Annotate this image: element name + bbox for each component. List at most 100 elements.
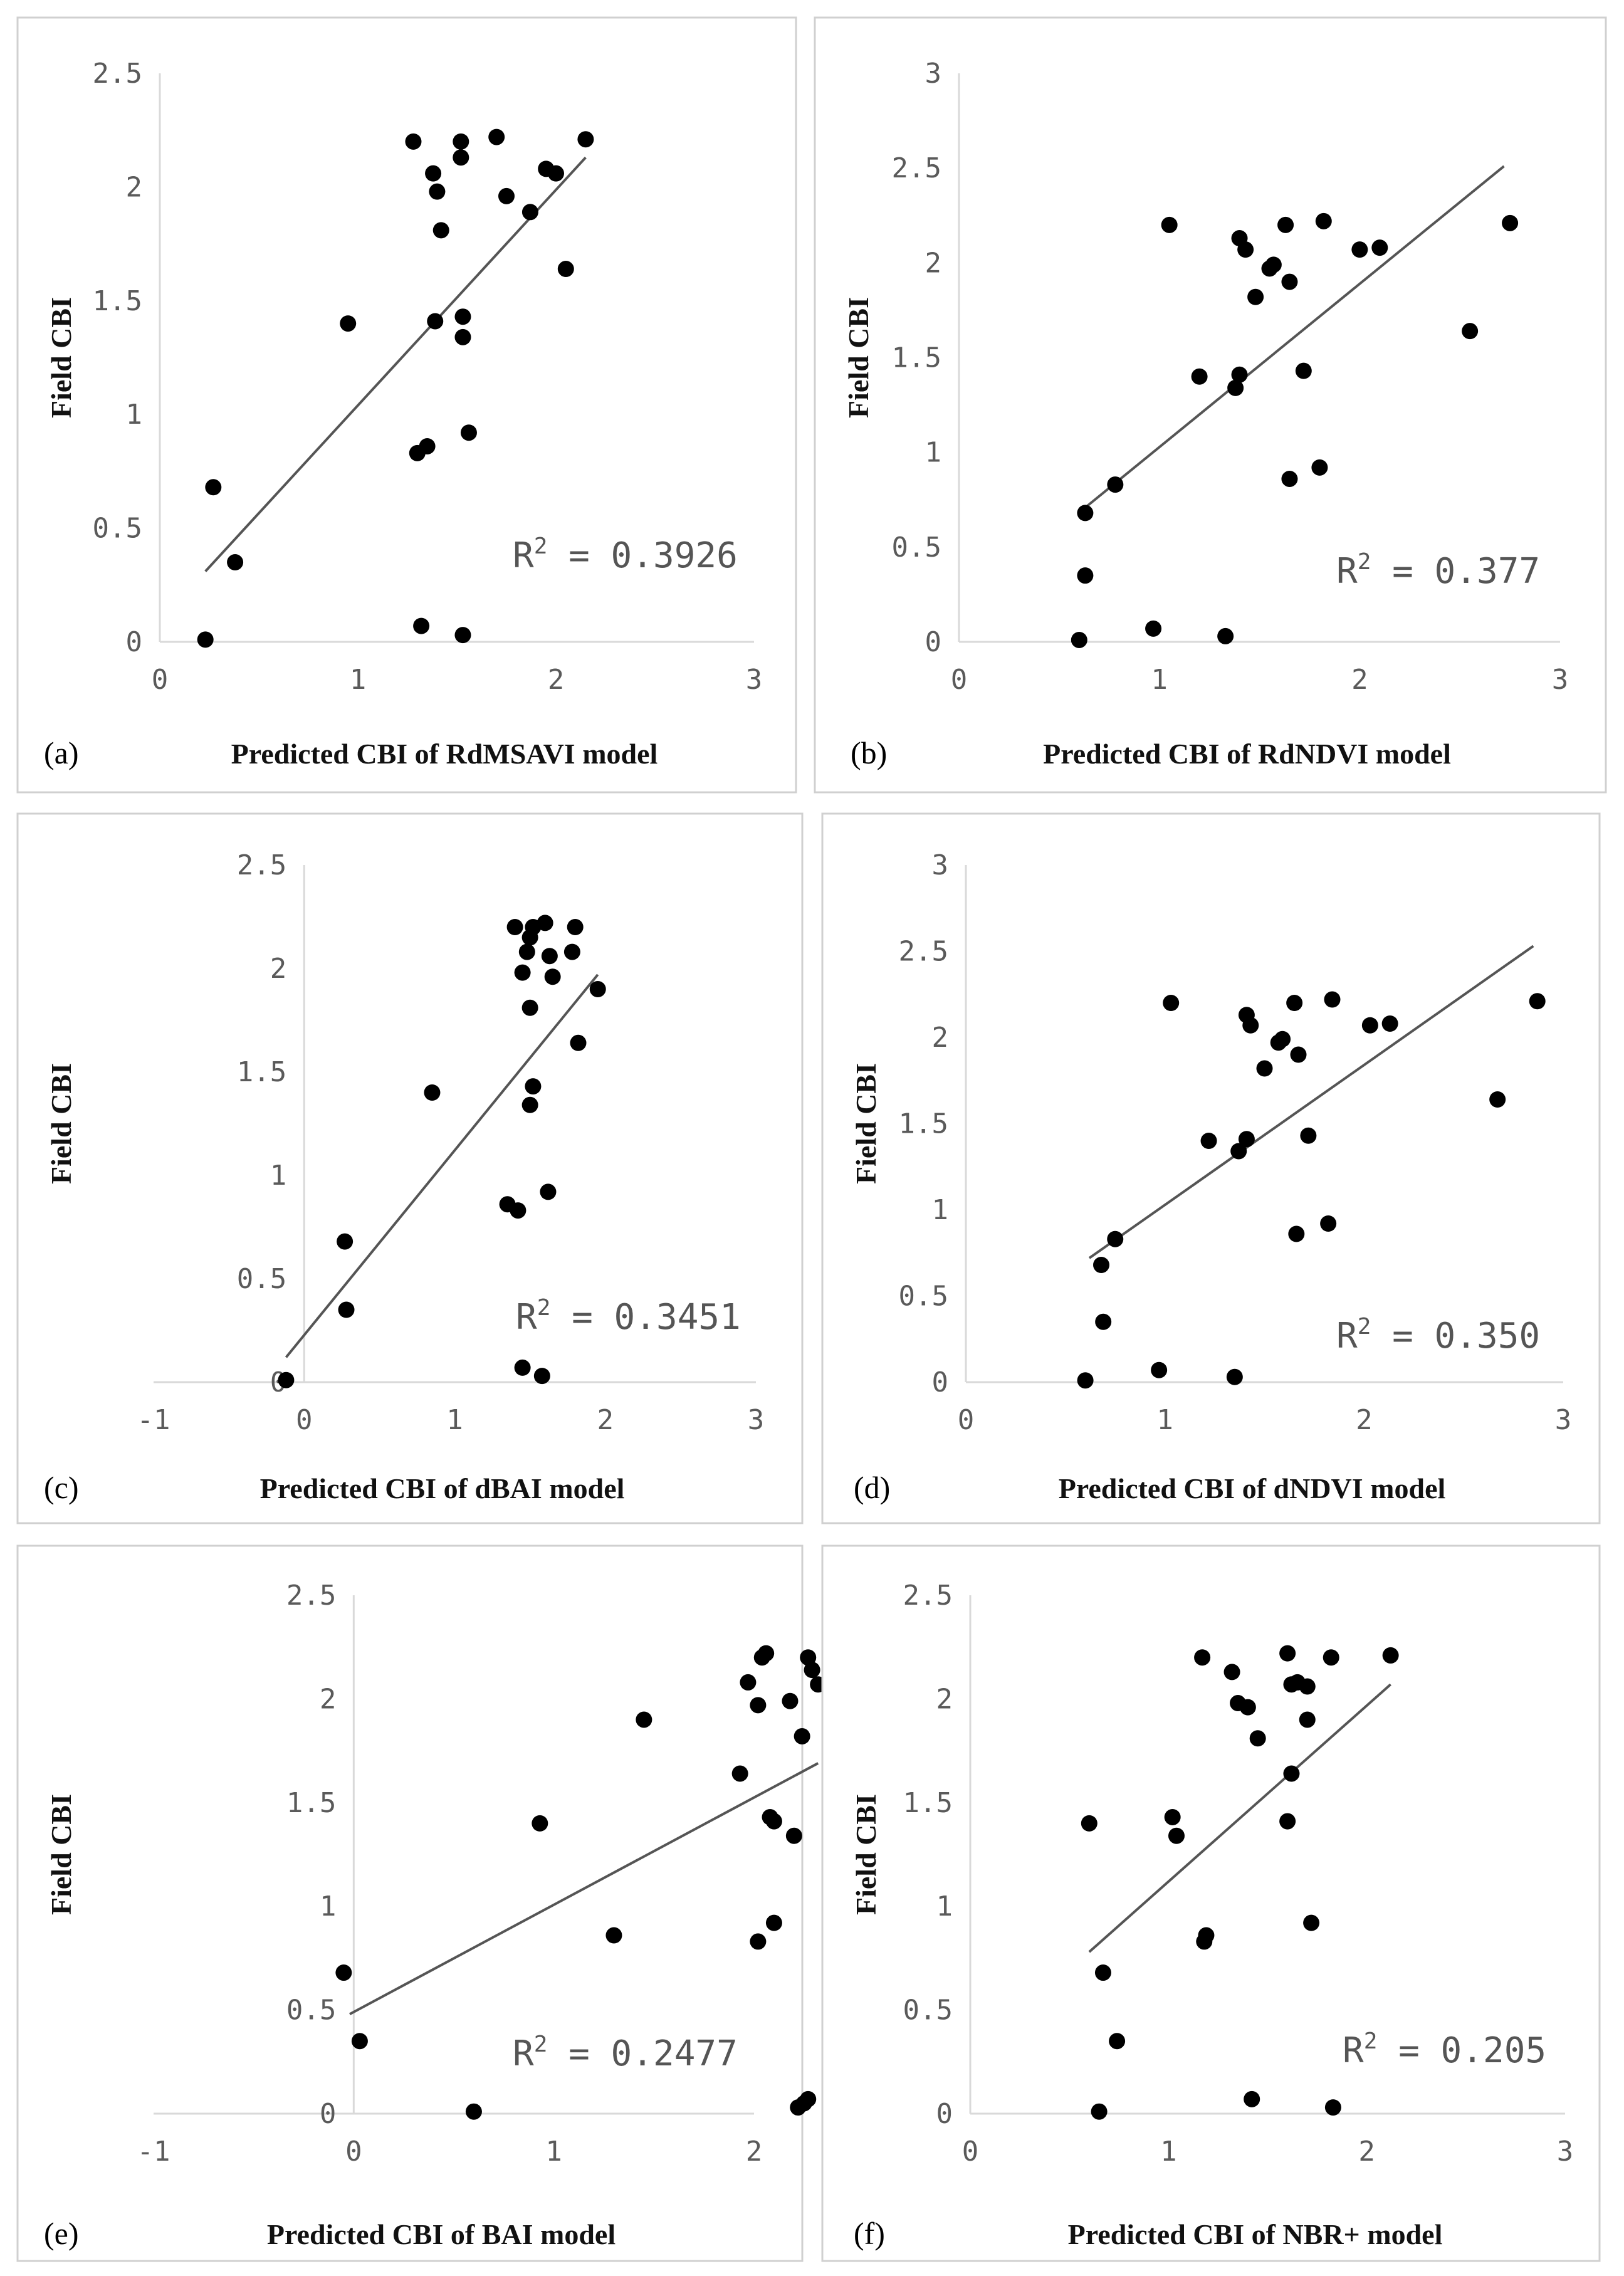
r-squared-label: R2 = 0.350 <box>1336 1314 1540 1356</box>
r-squared-letter: R <box>513 535 534 576</box>
data-point <box>1168 1827 1185 1844</box>
r-squared-superscript: 2 <box>534 533 548 559</box>
x-tick-label: 0 <box>345 2136 362 2168</box>
data-point <box>197 631 214 648</box>
panel-frame <box>16 1544 804 2262</box>
data-point <box>1191 368 1208 385</box>
data-point <box>540 1183 557 1200</box>
x-tick-label: 1 <box>1151 664 1168 696</box>
panel-b: 0 1 2 3 0 0.5 1 1.5 2 2.5 3 Field CBI Predicted CBI … <box>814 16 1607 794</box>
x-axis-title: Predicted CBI of BAI model <box>267 2218 616 2250</box>
r-squared-superscript: 2 <box>1364 2028 1378 2054</box>
panel-a: 0 1 2 3 0 0.5 1 1.5 2 2.5 Field CBI Predicted CBI o… <box>16 16 797 794</box>
data-point <box>1107 476 1124 493</box>
data-point <box>1462 323 1479 340</box>
r-squared-letter: R <box>516 1297 537 1338</box>
x-tick-label: 3 <box>1557 2136 1574 2168</box>
trendline <box>285 973 599 1358</box>
y-tick-label: 1 <box>320 1891 337 1922</box>
x-tick-label: 0 <box>296 1404 313 1436</box>
data-point <box>432 222 449 239</box>
x-tick-label: -1 <box>137 2136 170 2168</box>
x-tick-label: 1 <box>545 2136 562 2168</box>
x-tick-label: 0 <box>962 2136 979 2168</box>
trendline <box>349 1762 819 2015</box>
data-point <box>510 1202 526 1219</box>
data-point <box>1077 505 1094 522</box>
x-tick-label: 1 <box>350 664 367 696</box>
data-point <box>1093 1257 1110 1273</box>
y-tick-label: 0 <box>925 626 942 658</box>
data-point <box>405 133 422 150</box>
data-point <box>548 165 564 182</box>
data-point <box>1109 2033 1126 2050</box>
r-squared-value: = 0.3926 <box>547 535 737 576</box>
data-point <box>1077 567 1094 584</box>
x-tick-label: 3 <box>1555 1404 1572 1436</box>
data-point <box>1265 256 1282 273</box>
x-tick-label: 2 <box>597 1404 614 1436</box>
data-point <box>1300 1127 1317 1144</box>
x-axis-title: Predicted CBI of RdNDVI model <box>1043 738 1451 770</box>
trendline <box>1088 945 1534 1259</box>
y-tick-label: 2 <box>126 171 143 203</box>
data-point <box>521 999 538 1016</box>
data-point <box>518 943 535 960</box>
data-point <box>1324 991 1341 1008</box>
y-tick-label: 2.5 <box>286 1580 336 1612</box>
r-squared-label: R2 = 0.3451 <box>516 1295 741 1338</box>
data-point <box>589 981 606 997</box>
data-point <box>514 964 531 981</box>
r-squared-label: R2 = 0.377 <box>1336 549 1540 592</box>
data-point <box>1217 627 1234 644</box>
data-point <box>521 204 538 221</box>
y-tick-label: 1 <box>932 1194 949 1226</box>
data-point <box>498 187 515 204</box>
data-point <box>454 627 471 644</box>
r-squared-letter: R <box>1336 1316 1358 1356</box>
data-point <box>1237 241 1254 258</box>
x-tick-label: 2 <box>548 664 565 696</box>
data-point <box>532 1815 548 1832</box>
data-point <box>1231 366 1248 383</box>
data-point <box>340 315 357 332</box>
x-tick-label: 0 <box>958 1404 975 1436</box>
x-tick-label: 2 <box>746 2136 763 2168</box>
y-tick-label: 0 <box>126 626 143 658</box>
y-tick-label: 1 <box>126 399 143 431</box>
x-tick-label: 0 <box>951 664 968 696</box>
data-point <box>1256 1060 1273 1077</box>
x-tick-label: 1 <box>1156 1404 1173 1436</box>
y-tick-label: 3 <box>925 58 942 90</box>
r-squared-value: = 0.2477 <box>547 2033 737 2074</box>
data-point <box>1299 1711 1316 1728</box>
data-point <box>1277 216 1294 233</box>
data-point <box>1281 470 1298 487</box>
y-tick-label: 2.5 <box>93 58 142 90</box>
x-tick-label: 1 <box>1160 2136 1177 2168</box>
y-tick-label: 0 <box>936 2098 953 2130</box>
trendline <box>204 156 587 572</box>
x-axis-title: Predicted CBI of RdMSAVI model <box>231 738 658 770</box>
r-squared-value: = 0.377 <box>1371 551 1540 592</box>
r-squared-superscript: 2 <box>1358 549 1371 575</box>
x-tick-label: -1 <box>137 1404 170 1436</box>
panel-label: (a) <box>44 735 79 770</box>
r-squared-letter: R <box>1343 2030 1364 2071</box>
data-point <box>1311 459 1328 476</box>
data-point <box>570 1034 587 1051</box>
data-point <box>1244 2090 1260 2107</box>
data-point <box>1095 1313 1112 1330</box>
r-squared-label: R2 = 0.2477 <box>513 2032 738 2074</box>
panel-label: (d) <box>854 1470 890 1505</box>
data-point <box>521 1096 538 1113</box>
data-point <box>413 617 430 634</box>
data-point <box>1381 1015 1398 1032</box>
r-squared-superscript: 2 <box>534 2032 548 2057</box>
panel-e: -1 0 1 2 0 0.5 1 1.5 2 2.5 Field CBI Predicted CBI … <box>16 1544 827 2262</box>
y-tick-label: 2.5 <box>237 849 286 881</box>
y-tick-label: 1 <box>936 1891 953 1922</box>
y-tick-label: 1.5 <box>899 1108 948 1140</box>
data-point <box>525 1078 542 1095</box>
